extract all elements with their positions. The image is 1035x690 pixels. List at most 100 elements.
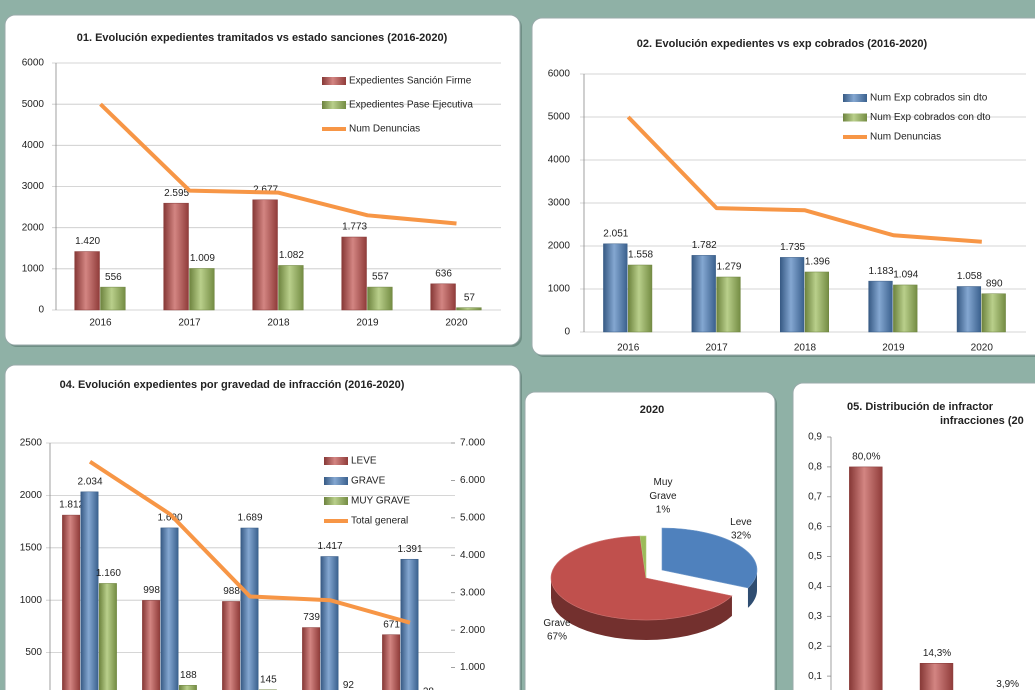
data-label: 1.009	[190, 253, 215, 264]
y-tick-label: 4000	[22, 140, 45, 151]
bar	[779, 257, 805, 333]
data-label: 2.034	[77, 476, 102, 487]
y2-tick-label: 1.000	[460, 662, 485, 673]
data-label: 1.420	[75, 236, 100, 247]
data-label: 1.391	[397, 544, 422, 555]
slice-label: Leve	[730, 517, 752, 528]
bar	[627, 264, 653, 333]
x-tick-label: 2016	[617, 343, 640, 354]
data-label: 1.690	[157, 513, 182, 524]
y-tick-label: 5000	[548, 112, 571, 123]
chart-title: 2020	[640, 404, 664, 416]
y-tick-label: 0,8	[808, 462, 822, 473]
legend-swatch	[322, 77, 346, 85]
panel	[792, 382, 1035, 690]
data-label: 1.082	[279, 250, 304, 261]
bar	[142, 600, 161, 690]
bar	[178, 685, 197, 690]
y-tick-label: 0,3	[808, 611, 822, 622]
data-label: 2.595	[164, 188, 189, 199]
x-tick-label: 2019	[882, 343, 905, 354]
data-label: 14,3%	[923, 648, 951, 659]
y-tick-label: 1000	[22, 263, 45, 274]
bar	[302, 627, 321, 690]
y-tick-label: 6000	[22, 58, 45, 69]
y-tick-label: 0,9	[808, 432, 822, 443]
data-label: 2.051	[603, 228, 628, 239]
bar	[100, 286, 126, 311]
bar	[98, 583, 117, 690]
bar	[716, 276, 741, 333]
y-tick-label: 0	[38, 305, 44, 316]
pie-side	[551, 578, 732, 640]
y-tick-label: 3000	[548, 198, 571, 209]
bar	[603, 243, 628, 333]
data-label: 1.160	[96, 568, 121, 579]
y2-tick-label: 7.000	[460, 438, 485, 449]
legend-label: Num Denuncias	[870, 132, 941, 143]
bar	[278, 265, 304, 311]
y-tick-label: 0,6	[808, 521, 822, 532]
chart-title: 02. Evolución expedientes vs exp cobrado…	[637, 38, 928, 50]
y2-tick-label: 3.000	[460, 587, 485, 598]
y-tick-label: 0,4	[808, 581, 822, 592]
y-tick-label: 1500	[20, 542, 43, 553]
bar	[893, 284, 918, 333]
slice-value-label: 67%	[547, 632, 567, 643]
legend-swatch	[322, 101, 346, 109]
data-label: 1.558	[628, 250, 653, 261]
x-tick-label: 2018	[267, 318, 290, 329]
pie-slice	[639, 535, 647, 579]
legend-label: Total general	[351, 516, 408, 527]
bar	[62, 514, 81, 690]
bar	[456, 307, 482, 311]
bar	[320, 556, 339, 690]
data-label: 998	[143, 585, 160, 596]
y-tick-label: 5000	[22, 99, 45, 110]
line	[88, 460, 411, 625]
bar	[691, 255, 716, 333]
y2-tick-label: 6.000	[460, 475, 485, 486]
slice-label: Grave	[543, 618, 571, 629]
data-label: 188	[180, 670, 197, 681]
legend-swatch	[843, 113, 867, 122]
legend-swatch	[324, 497, 348, 505]
legend-label: Expedientes Sanción Firme	[349, 76, 472, 87]
legend-label: Num Exp cobrados con dto	[870, 112, 991, 123]
data-label: 636	[435, 268, 452, 279]
slice-value-label: 1%	[656, 505, 671, 516]
legend-label: LEVE	[351, 456, 377, 467]
bar	[956, 286, 982, 333]
chart-title: 05. Distribución de infractor	[847, 401, 994, 413]
bar	[80, 491, 99, 690]
y2-tick-label: 2.000	[460, 625, 485, 636]
data-label: 28	[423, 687, 435, 690]
legend-swatch	[324, 477, 348, 485]
chart-title: 01. Evolución expedientes tramitados vs …	[77, 32, 448, 44]
legend-label: Num Exp cobrados sin dto	[870, 93, 988, 104]
bar	[400, 558, 419, 690]
y2-tick-label: 5.000	[460, 512, 485, 523]
chart-title: 04. Evolución expedientes por gravedad d…	[60, 379, 405, 391]
x-tick-label: 2020	[971, 343, 994, 354]
bar	[868, 280, 893, 333]
bar	[341, 236, 367, 311]
panel	[4, 364, 521, 690]
data-label: 1.735	[780, 242, 805, 253]
bar	[367, 286, 393, 311]
legend-label: GRAVE	[351, 476, 386, 487]
y2-tick-label: 4.000	[460, 550, 485, 561]
legend-swatch	[843, 94, 867, 102]
pie-slice	[661, 527, 758, 589]
x-tick-label: 2019	[356, 318, 379, 329]
bar	[222, 601, 241, 690]
data-label: 57	[464, 292, 476, 303]
data-label: 80,0%	[852, 452, 880, 463]
legend-label: MUY GRAVE	[351, 496, 410, 507]
data-label: 557	[372, 272, 389, 283]
y-tick-label: 0,5	[808, 551, 822, 562]
y-tick-label: 1000	[548, 284, 571, 295]
chart-title: infracciones (20	[940, 415, 1024, 427]
